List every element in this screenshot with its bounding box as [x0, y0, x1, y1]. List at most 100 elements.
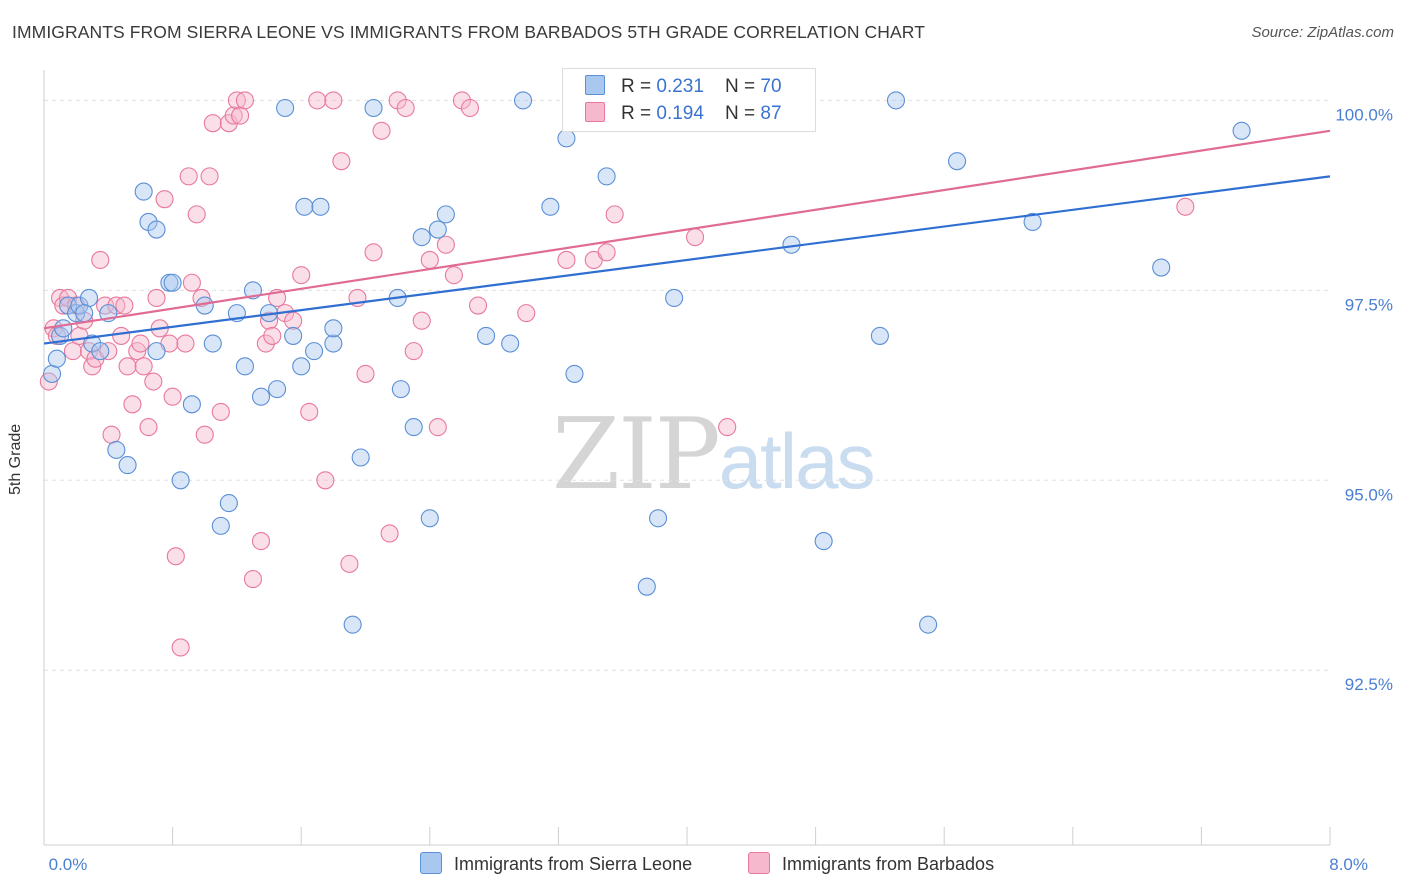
- sierra-leone-point: [311, 197, 330, 216]
- barbados-point: [187, 205, 206, 224]
- barbados-point: [256, 334, 275, 353]
- sierra-leone-point: [54, 319, 73, 338]
- sierra-leone-trend-line: [43, 175, 1331, 345]
- sierra-leone-point: [557, 129, 576, 148]
- barbados-point: [179, 167, 198, 186]
- barbados-point: [211, 402, 230, 421]
- sierra-leone-point: [364, 98, 383, 118]
- barbados-point: [176, 334, 195, 353]
- sierra-leone-point: [171, 471, 190, 490]
- barbados-point: [166, 547, 185, 566]
- barbados-point: [91, 250, 110, 270]
- legend-swatch-blue: [585, 75, 605, 95]
- barbados-point: [364, 243, 383, 262]
- sierra-leone-point: [665, 288, 684, 307]
- bottom-legend-swatch-blue: [420, 852, 442, 874]
- barbados-point: [380, 524, 399, 543]
- sierra-leone-point: [343, 615, 362, 634]
- chart-title: IMMIGRANTS FROM SIERRA LEONE VS IMMIGRAN…: [12, 22, 925, 42]
- barbados-point: [147, 288, 166, 307]
- sierra-leone-point: [404, 418, 423, 437]
- barbados-point: [316, 471, 335, 490]
- barbados-point: [155, 190, 174, 209]
- barbados-point: [597, 243, 616, 262]
- barbados-point: [324, 91, 343, 110]
- sierra-leone-point: [886, 91, 906, 110]
- sierra-leone-point: [412, 228, 431, 247]
- barbados-point: [605, 205, 624, 224]
- bottom-legend-label: Immigrants from Sierra Leone: [454, 854, 693, 874]
- barbados-point: [203, 114, 222, 133]
- sierra-leone-point: [107, 440, 126, 459]
- sierra-leone-point: [235, 357, 254, 376]
- y-tick-label: 95.0%: [1345, 485, 1393, 504]
- sierra-leone-point: [919, 615, 938, 634]
- sierra-leone-point: [268, 380, 287, 399]
- legend-n-value: 87: [760, 103, 782, 124]
- sierra-leone-point: [513, 91, 533, 110]
- sierra-leone-point: [79, 288, 99, 307]
- barbados-point: [259, 311, 279, 330]
- barbados-point: [235, 91, 254, 110]
- barbados-point: [404, 342, 423, 361]
- sierra-leone-point: [147, 220, 166, 239]
- legend-r-value: 0.231: [656, 76, 704, 97]
- sierra-leone-point: [420, 509, 439, 528]
- barbados-point: [163, 387, 182, 406]
- barbados-point: [428, 418, 447, 437]
- barbados-point: [284, 311, 303, 330]
- barbados-point: [372, 121, 391, 140]
- sierra-leone-point: [42, 364, 62, 383]
- legend-row-barbados: R = 0.194 N = 87: [585, 102, 782, 126]
- barbados-point: [340, 554, 359, 573]
- barbados-point: [118, 357, 137, 376]
- legend-n-value: 70: [760, 76, 782, 97]
- barbados-point: [685, 228, 705, 247]
- sierra-leone-point: [649, 509, 668, 528]
- sierra-leone-point: [541, 197, 560, 216]
- bottom-legend-barbados: Immigrants from Barbados: [748, 852, 994, 875]
- barbados-point: [102, 425, 121, 444]
- series-barbados-points: [39, 91, 1195, 657]
- barbados-point: [292, 266, 311, 285]
- x-tick-label: 8.0%: [1329, 855, 1368, 874]
- sierra-leone-point: [251, 387, 271, 406]
- sierra-leone-point: [284, 326, 303, 345]
- sierra-leone-point: [219, 494, 238, 513]
- barbados-point: [63, 342, 82, 361]
- sierra-leone-point: [565, 364, 584, 383]
- trend-lines: [43, 129, 1331, 345]
- bottom-legend-sierra-leone: Immigrants from Sierra Leone: [420, 852, 692, 875]
- legend-r-label: R =: [621, 103, 657, 124]
- sierra-leone-point: [295, 197, 314, 216]
- bottom-legend-swatch-pink: [748, 852, 770, 874]
- series-sierra-leone-points: [42, 91, 1251, 634]
- sierra-leone-point: [1023, 212, 1042, 232]
- sierra-leone-point: [75, 304, 94, 323]
- sierra-leone-point: [870, 326, 889, 345]
- barbados-point: [436, 235, 455, 254]
- barbados-point: [243, 570, 263, 589]
- barbados-point: [231, 106, 250, 125]
- barbados-point: [115, 296, 134, 315]
- barbados-trend-line: [43, 129, 1331, 330]
- sierra-leone-point: [134, 182, 153, 201]
- barbados-point: [718, 418, 737, 437]
- barbados-point: [444, 266, 463, 285]
- barbados-point: [557, 250, 576, 270]
- y-tick-label: 97.5%: [1345, 295, 1393, 314]
- sierra-leone-point: [47, 349, 66, 368]
- sierra-leone-point: [91, 342, 110, 361]
- sierra-leone-point: [324, 319, 343, 338]
- barbados-point: [171, 638, 190, 657]
- y-tick-label: 100.0%: [1335, 105, 1393, 124]
- tick-labels: 92.5% 95.0% 97.5% 100.0% 0.0% 8.0%: [49, 105, 1393, 874]
- barbados-point: [123, 395, 142, 414]
- stats-legend: R = 0.231 N = 70 R = 0.194 N = 87: [562, 68, 816, 132]
- barbados-point: [139, 418, 158, 437]
- sierra-leone-point: [597, 167, 616, 186]
- barbados-point: [134, 357, 153, 376]
- sierra-leone-point: [948, 152, 967, 171]
- barbados-point: [420, 250, 439, 270]
